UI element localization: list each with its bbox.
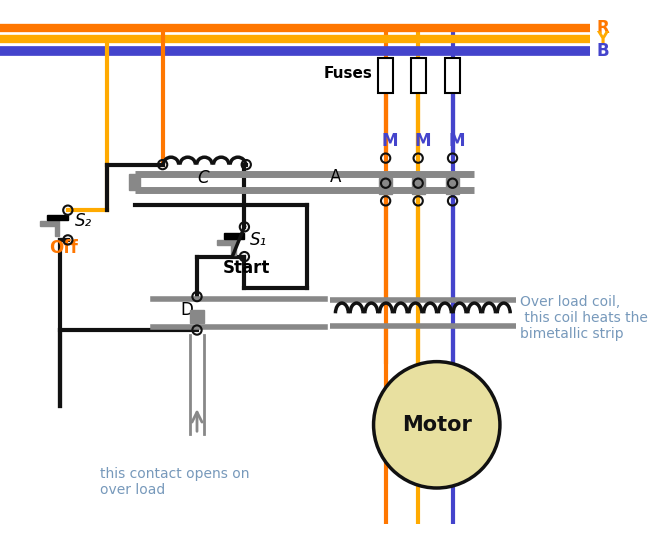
- Circle shape: [373, 362, 500, 488]
- Bar: [217, 240, 231, 244]
- Text: Start: Start: [223, 260, 271, 278]
- Text: S₂: S₂: [76, 212, 92, 230]
- Text: A: A: [330, 168, 341, 186]
- Bar: [231, 238, 236, 255]
- Bar: [40, 221, 55, 226]
- Text: R: R: [597, 19, 609, 37]
- Bar: [47, 215, 68, 221]
- Text: B: B: [597, 42, 609, 60]
- Bar: [378, 58, 393, 93]
- Text: C: C: [197, 169, 209, 187]
- Text: S₁: S₁: [250, 231, 267, 249]
- Text: M: M: [382, 132, 398, 150]
- Bar: [129, 174, 141, 190]
- Bar: [447, 174, 458, 190]
- Text: Fuses: Fuses: [324, 66, 372, 81]
- Bar: [224, 234, 245, 239]
- Bar: [380, 174, 391, 190]
- Text: Over load coil,
 this coil heats the
bimetallic strip: Over load coil, this coil heats the bime…: [520, 295, 648, 341]
- Bar: [55, 220, 60, 236]
- Text: D: D: [180, 301, 193, 319]
- Bar: [410, 58, 426, 93]
- Bar: [379, 178, 392, 195]
- Text: Motor: Motor: [402, 415, 471, 435]
- Bar: [445, 58, 460, 93]
- Text: this contact opens on
over load: this contact opens on over load: [100, 467, 250, 497]
- Text: Y: Y: [597, 30, 609, 48]
- Bar: [190, 309, 204, 322]
- Bar: [446, 178, 459, 195]
- Text: Off: Off: [49, 239, 78, 257]
- Bar: [412, 174, 424, 190]
- Text: M: M: [449, 132, 465, 150]
- Text: M: M: [414, 132, 431, 150]
- Bar: [412, 178, 425, 195]
